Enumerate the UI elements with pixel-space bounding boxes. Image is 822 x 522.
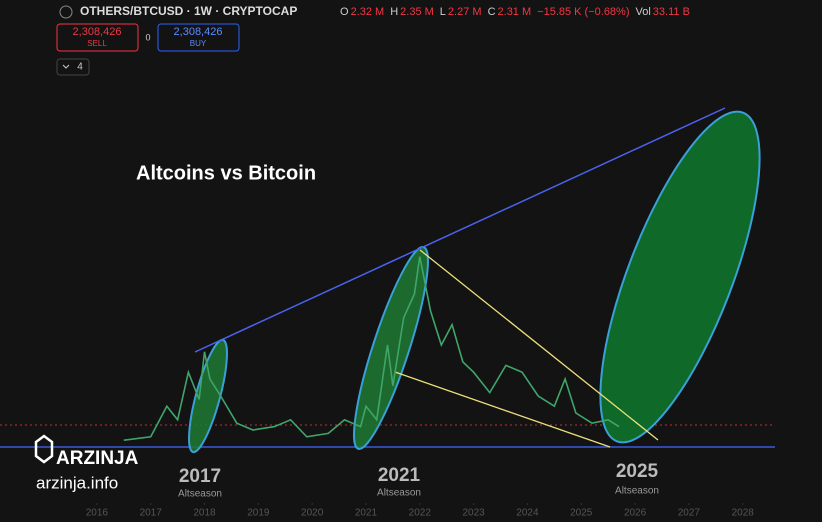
spread: 0 <box>145 32 150 42</box>
x-tick-label: 2026 <box>624 508 647 519</box>
highlight-2025 <box>599 110 761 444</box>
brand: ARZINJA <box>56 448 139 469</box>
x-tick-label: 2022 <box>409 508 432 519</box>
chart-title: Altcoins vs Bitcoin <box>136 162 316 184</box>
season-label: Altseason <box>615 486 659 497</box>
ohlc-value: 2.31 M <box>498 6 532 18</box>
buy-label: BUY <box>190 39 207 48</box>
ohlc-label: O <box>340 6 349 18</box>
x-tick-label: 2027 <box>678 508 701 519</box>
highlights <box>188 110 761 454</box>
ohlc-label: H <box>390 6 398 18</box>
x-tick-label: 2028 <box>732 508 755 519</box>
ohlc: O 2.32 M H 2.35 M L 2.27 M C 2.31 M −15.85 K (−0… <box>340 6 690 18</box>
buy-button[interactable] <box>157 23 240 52</box>
ohlc-value: 2.35 M <box>400 6 434 18</box>
ohlc-value: 2.27 M <box>448 6 482 18</box>
x-tick-label: 2021 <box>355 508 378 519</box>
x-tick-label: 2023 <box>462 508 485 519</box>
volume: 33.11 B <box>653 6 690 18</box>
symbol: OTHERS/BTCUSD · 1W · CRYPTOCAP <box>80 4 297 18</box>
ohlc-label: L <box>440 6 446 18</box>
sell-button[interactable] <box>56 23 139 52</box>
season-year: 2017 <box>179 466 221 487</box>
x-tick-label: 2016 <box>86 508 109 519</box>
change: −15.85 K (−0.68%) <box>537 6 629 18</box>
symbol-icon <box>59 5 73 19</box>
ohlc-label: C <box>488 6 496 18</box>
highlight-2021 <box>353 246 429 450</box>
x-tick-label: 2018 <box>193 508 216 519</box>
wedge-upper <box>419 249 659 441</box>
x-tick-label: 2017 <box>140 508 163 519</box>
indicator-count: 4 <box>77 62 83 73</box>
x-tick-label: 2020 <box>301 508 324 519</box>
ohlc-value: 2.32 M <box>351 6 385 18</box>
indicator-toggle[interactable] <box>56 58 90 76</box>
volume-label: Vol <box>636 6 651 18</box>
price-line-series <box>123 256 620 441</box>
sell-price: 2,308,426 <box>73 26 122 38</box>
season-label: Altseason <box>377 488 421 499</box>
sell-label: SELL <box>87 39 107 48</box>
buy-price: 2,308,426 <box>174 26 223 38</box>
wedge-lower <box>394 371 611 448</box>
site: arzinja.info <box>36 473 118 492</box>
highlight-2017 <box>188 338 228 454</box>
trend-line <box>194 107 726 353</box>
x-tick-label: 2024 <box>516 508 539 519</box>
x-tick-label: 2025 <box>570 508 593 519</box>
season-year: 2021 <box>378 465 421 486</box>
chevron <box>62 64 70 69</box>
logo <box>34 434 54 464</box>
x-tick-label: 2019 <box>247 508 270 519</box>
season-year: 2025 <box>616 461 659 482</box>
season-label: Altseason <box>178 489 222 500</box>
